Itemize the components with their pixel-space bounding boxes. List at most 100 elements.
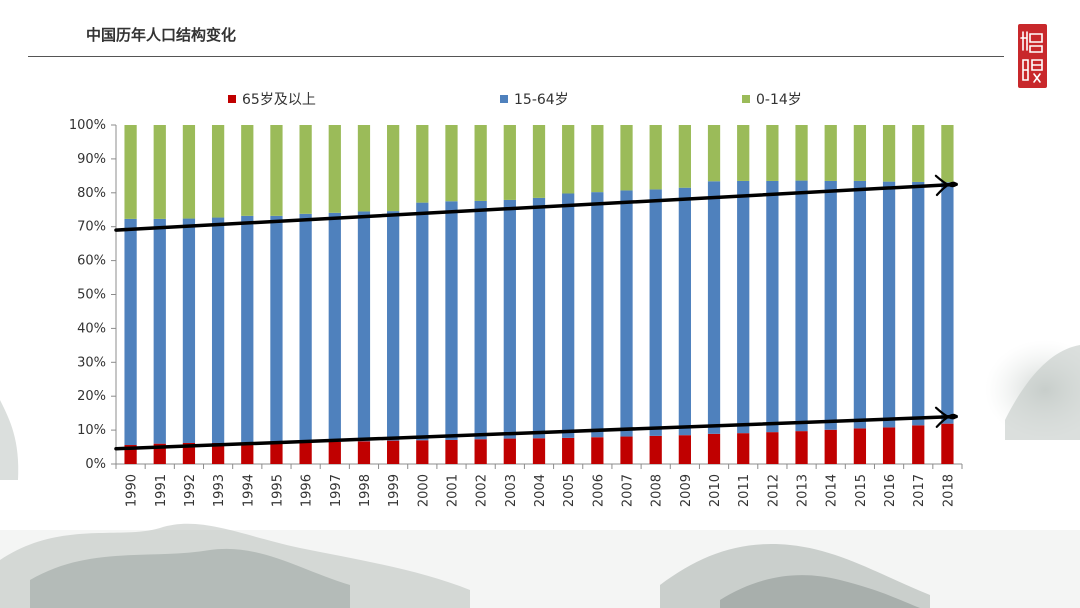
bar-0to14-1991	[153, 125, 166, 219]
bar-0to14-1997	[328, 125, 341, 213]
legend-label-15to64: 15-64岁	[514, 92, 569, 108]
bar-0to14-2007	[620, 125, 633, 191]
y-tick-label: 0%	[85, 457, 106, 472]
x-tick-label-2010: 2010	[708, 474, 723, 507]
bar-0to14-1993	[211, 125, 225, 218]
bar-0to14-2008	[649, 125, 662, 190]
bar-15to64-2018	[941, 182, 954, 424]
x-tick-label-2000: 2000	[416, 474, 431, 507]
x-tick-label-2004: 2004	[533, 474, 548, 507]
bar-15to64-2008	[649, 189, 662, 436]
y-tick-label: 20%	[77, 389, 106, 404]
x-tick-label-2002: 2002	[475, 474, 490, 507]
x-tick-label-2017: 2017	[912, 474, 927, 507]
bar-15to64-1991	[153, 218, 166, 444]
x-tick-label-1999: 1999	[387, 474, 402, 507]
x-tick-label-1992: 1992	[183, 474, 198, 507]
legend-item-0to14: 0-14岁	[742, 89, 802, 109]
bar-65plus-1996	[299, 442, 312, 464]
x-tick-label-1994: 1994	[241, 474, 256, 507]
y-tick-label: 70%	[77, 220, 106, 235]
x-tick-label-2015: 2015	[854, 474, 869, 507]
x-tick-label-1998: 1998	[358, 474, 373, 507]
bar-15to64-1995	[270, 215, 283, 443]
trend-arrow-head-1	[934, 174, 958, 197]
title-divider	[28, 56, 1004, 57]
bar-65plus-2009	[678, 435, 691, 464]
bar-15to64-1990	[124, 218, 137, 446]
x-tick-label-2001: 2001	[445, 474, 460, 507]
bar-0to14-1998	[357, 125, 371, 212]
bar-65plus-2006	[591, 437, 604, 464]
bar-0to14-2017	[912, 125, 925, 182]
bar-15to64-1999	[387, 211, 400, 441]
bar-15to64-2013	[795, 180, 808, 432]
bar-15to64-2002	[474, 200, 487, 440]
bar-65plus-1994	[241, 442, 254, 464]
y-tick-label: 100%	[69, 118, 106, 133]
y-tick-label: 80%	[77, 186, 106, 201]
bar-15to64-2003	[503, 199, 516, 439]
bar-15to64-2010	[707, 181, 721, 434]
bar-15to64-2000	[416, 202, 429, 441]
bar-65plus-1997	[328, 441, 341, 464]
bar-15to64-1994	[241, 215, 254, 443]
x-tick-label-1991: 1991	[154, 474, 169, 507]
seal-glyphs	[1020, 31, 1043, 83]
bar-15to64-2004	[532, 197, 546, 439]
bar-65plus-2015	[853, 428, 867, 464]
bar-0to14-2004	[532, 125, 546, 198]
bar-65plus-2011	[737, 433, 750, 464]
bar-15to64-2007	[620, 190, 633, 437]
bar-65plus-2014	[824, 429, 837, 464]
bar-0to14-2000	[416, 125, 429, 203]
bar-65plus-2010	[707, 433, 721, 464]
x-tick-label-1996: 1996	[300, 474, 315, 507]
bar-0to14-2003	[503, 125, 516, 200]
bar-65plus-2017	[912, 425, 925, 464]
y-tick-label: 60%	[77, 254, 106, 269]
x-tick-label-2016: 2016	[883, 474, 898, 507]
bar-65plus-2013	[795, 431, 808, 464]
bar-65plus-1992	[182, 442, 196, 464]
bar-65plus-2016	[882, 427, 896, 464]
bar-15to64-2014	[824, 180, 837, 430]
bar-65plus-2000	[416, 440, 429, 464]
x-tick-label-2011: 2011	[737, 474, 752, 507]
bar-15to64-1993	[211, 217, 225, 443]
bar-0to14-1994	[241, 125, 254, 216]
bar-65plus-1999	[387, 440, 400, 464]
x-tick-label-2003: 2003	[504, 474, 519, 507]
x-tick-label-1997: 1997	[329, 474, 344, 507]
bar-0to14-2016	[882, 125, 896, 182]
bar-15to64-2012	[766, 180, 779, 433]
bar-65plus-2003	[503, 438, 516, 464]
bar-0to14-1990	[124, 125, 137, 219]
bar-0to14-1995	[270, 125, 283, 216]
bar-0to14-2009	[678, 125, 691, 188]
x-tick-label-1990: 1990	[125, 474, 140, 507]
page-title: 中国历年人口结构变化	[86, 26, 237, 44]
bar-0to14-2011	[737, 125, 750, 181]
bar-65plus-2008	[649, 435, 662, 464]
y-tick-label: 40%	[77, 321, 106, 336]
legend-swatch-15to64	[500, 95, 508, 103]
bar-15to64-2015	[853, 180, 867, 429]
bar-65plus-1995	[270, 442, 283, 464]
x-tick-label-2008: 2008	[650, 474, 665, 507]
trend-arrow-head-0	[934, 406, 958, 428]
x-tick-label-2013: 2013	[796, 474, 811, 507]
bar-0to14-2012	[766, 125, 779, 181]
legend-label-0to14: 0-14岁	[756, 92, 802, 108]
y-tick-label: 10%	[77, 423, 106, 438]
trend-arrow-line-0	[114, 414, 958, 451]
red-seal-stamp-logo	[1018, 24, 1047, 88]
y-tick-label: 30%	[77, 355, 106, 370]
bar-15to64-2001	[445, 201, 458, 440]
bar-65plus-2002	[474, 439, 487, 464]
bar-15to64-2016	[882, 181, 896, 428]
bar-0to14-2006	[591, 125, 604, 193]
bar-15to64-1992	[182, 218, 196, 443]
bar-0to14-2001	[445, 125, 458, 202]
